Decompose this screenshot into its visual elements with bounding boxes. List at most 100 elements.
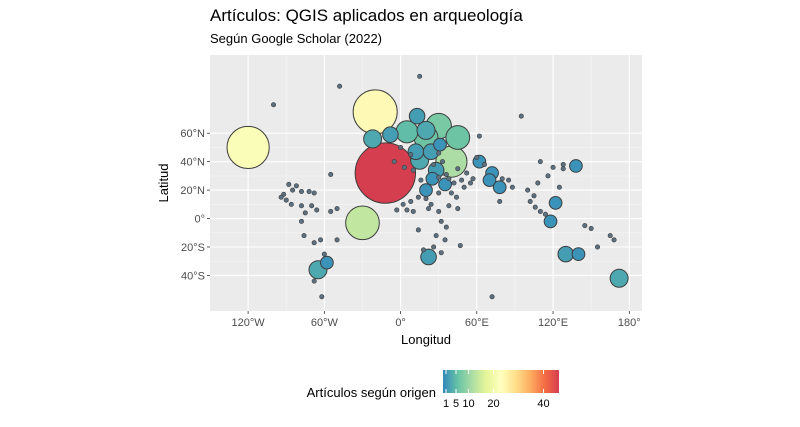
data-point [420,247,426,253]
legend-tick-label: 40 [537,398,549,410]
data-point [293,183,299,189]
data-point [499,176,505,182]
data-point [278,194,284,200]
data-point [506,177,512,183]
data-point [311,278,317,284]
y-tick-label: 60°N [180,128,205,140]
legend-ticks: 1 5 10 20 40 [443,370,550,410]
plot-panel [210,55,642,311]
y-axis-ticks: 60°N 40°N 20°N 0° 20°S 40°S [180,128,210,282]
data-point [609,268,629,288]
data-point [271,102,277,108]
data-point [298,203,304,209]
data-point [560,166,566,172]
data-point [337,83,343,89]
x-tick-label: 120°E [538,317,568,329]
data-point [334,206,340,212]
data-point [328,208,334,214]
data-point [474,154,480,160]
data-point [595,244,601,250]
data-point [448,190,454,196]
data-point [537,159,543,165]
data-point [318,237,324,243]
data-point [394,207,400,213]
data-point [481,162,487,168]
data-point [543,214,558,229]
data-point [459,177,465,183]
data-point [311,240,317,246]
data-point [283,197,289,203]
data-point [588,226,594,232]
x-tick-label: 60°E [465,317,489,329]
data-point [431,244,437,250]
data-point [433,233,439,239]
data-point [309,203,315,209]
x-tick-label: 180° [618,317,641,329]
data-point [400,201,406,207]
data-point [319,294,325,300]
data-point [525,187,531,193]
data-point [298,218,304,224]
data-point [408,152,414,158]
data-point [482,173,497,188]
data-point [391,159,397,165]
data-point [446,176,452,182]
data-point [557,245,575,263]
data-point [453,194,459,200]
x-tick-label: 120°W [232,317,266,329]
data-point [436,150,442,156]
data-point [321,251,327,257]
data-point [467,180,473,186]
data-point [532,204,538,210]
data-point [440,159,446,165]
data-point [476,133,482,139]
data-point [306,189,312,195]
data-point [445,125,471,150]
data-point [286,181,292,187]
legend-tick-label: 20 [487,398,499,410]
data-point [345,205,380,241]
data-point [418,177,424,183]
data-point [497,198,503,204]
data-point [410,208,416,214]
x-axis-ticks: 120°W 60°W 0° 60°E 120°E 180° [232,311,641,329]
data-point [571,247,586,261]
data-point [451,180,457,186]
chart-subtitle: Según Google Scholar (2022) [210,31,382,46]
data-point [395,120,419,144]
data-point [545,173,551,179]
data-point [527,198,533,204]
data-point [518,113,524,119]
data-point [455,166,461,172]
legend-tick-label: 1 [443,398,449,410]
data-point [419,183,433,197]
y-tick-label: 40°S [181,270,205,282]
legend-title: Artículos según origen [307,385,436,400]
data-point [443,224,449,230]
data-point [443,171,449,177]
data-point [398,144,404,150]
data-point [408,198,414,204]
data-point [420,248,437,266]
data-point [415,227,421,233]
data-point [436,208,442,214]
data-point [470,176,476,182]
data-point [410,167,416,173]
data-point [509,184,515,190]
data-point [457,243,463,249]
y-tick-label: 40°N [180,157,205,169]
data-point [311,190,317,196]
data-point [537,208,543,214]
data-point [354,142,417,204]
data-point [550,164,556,170]
x-tick-label: 60°W [311,317,339,329]
data-point [298,189,304,195]
data-point [442,237,448,243]
y-tick-label: 0° [194,214,205,226]
data-point [334,237,340,243]
chart-title: Artículos: QGIS aplicados en arqueología [210,6,523,25]
data-point [535,180,541,186]
legend-tick-label: 10 [462,398,474,410]
x-axis-label: Longitud [401,332,451,347]
